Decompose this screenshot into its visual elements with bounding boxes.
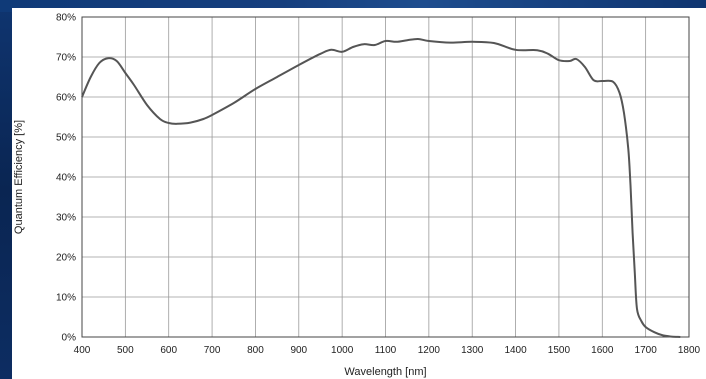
x-tick-label: 1600 [591, 345, 614, 356]
plot-frame [81, 16, 690, 338]
x-tick-label: 900 [290, 345, 307, 356]
y-tick-label: 20% [56, 253, 76, 264]
y-tick-label: 70% [56, 53, 76, 64]
x-tick-label: 1800 [678, 345, 701, 356]
y-tick-label: 50% [56, 133, 76, 144]
x-axis-title: Wavelength [nm] [344, 366, 426, 378]
y-tick-label: 10% [56, 293, 76, 304]
x-tick-label: 1200 [418, 345, 441, 356]
chart-grid [81, 16, 690, 338]
x-tick-label: 1400 [504, 345, 527, 356]
x-tick-label: 1000 [331, 345, 354, 356]
x-tick-label: 1500 [548, 345, 571, 356]
x-tick-label: 1700 [635, 345, 658, 356]
y-tick-label: 40% [56, 173, 76, 184]
x-tick-label: 400 [74, 345, 91, 356]
tick-labels: 400 500 600 700 800 900 1000 1100 1200 1300 1400 15… [56, 13, 701, 357]
series-line [81, 37, 681, 338]
x-tick-label: 800 [247, 345, 264, 356]
chart-panel [12, 8, 706, 379]
y-axis-title: Quantum Efficiency [%] [13, 120, 25, 234]
y-tick-label: 60% [56, 93, 76, 104]
x-tick-label: 1300 [461, 345, 484, 356]
x-tick-label: 1100 [375, 345, 397, 356]
x-tick-label: 700 [204, 345, 221, 356]
background-left-strip [0, 0, 12, 379]
x-tick-label: 600 [160, 345, 177, 356]
y-tick-label: 30% [56, 213, 76, 224]
y-tick-label: 80% [56, 13, 76, 24]
x-tick-label: 500 [117, 345, 134, 356]
y-tick-label: 0% [62, 333, 77, 344]
